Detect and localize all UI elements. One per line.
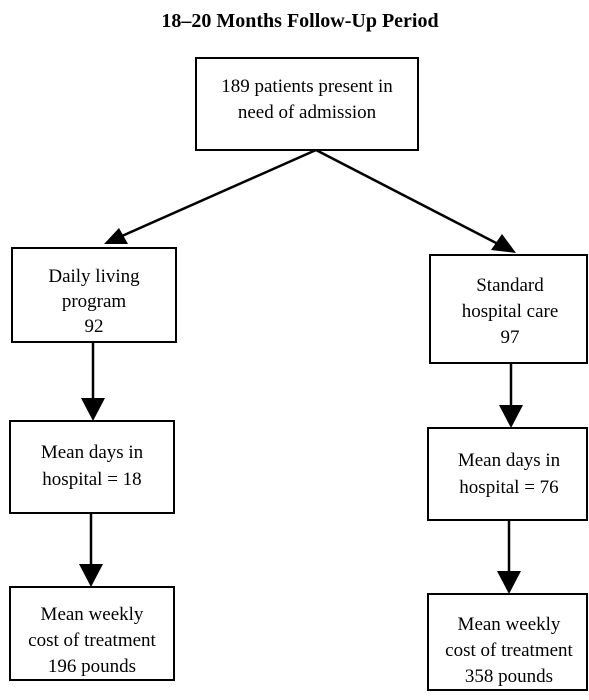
node: Mean days in hospital = 18 [9, 420, 175, 514]
node-text: Daily living [48, 266, 140, 287]
node: Mean days in hospital = 76 [427, 427, 588, 521]
node-text: Mean weekly [458, 614, 561, 635]
node-text: Mean weekly [41, 604, 144, 625]
node-text: program [62, 291, 127, 312]
node: Daily living program 92 [11, 247, 177, 343]
node-text: 196 pounds [48, 656, 136, 677]
title: 18–20 Months Follow-Up Period [161, 10, 438, 32]
node: Standard hospital care 97 [429, 254, 588, 364]
node-text: 97 [501, 327, 520, 348]
node: Mean weekly cost of treatment 358 pounds [427, 593, 588, 691]
node: 189 patients present in need of admissio… [195, 57, 419, 151]
node-text: hospital = 76 [459, 477, 558, 498]
node-text: Mean days in [41, 442, 144, 463]
node-text: 92 [85, 316, 104, 337]
node-text: hospital = 18 [42, 469, 141, 490]
node-text: 358 pounds [465, 666, 553, 687]
node: Mean weekly cost of treatment 196 pounds [9, 586, 175, 681]
node-text: Standard [476, 275, 544, 296]
node-text: need of admission [238, 102, 377, 123]
node-text: 189 patients present in [221, 76, 393, 97]
arrows [79, 148, 523, 594]
node-text: cost of treatment [445, 640, 573, 661]
node-text: Mean days in [458, 450, 561, 471]
node-text: hospital care [462, 301, 559, 322]
node-text: cost of treatment [28, 630, 156, 651]
